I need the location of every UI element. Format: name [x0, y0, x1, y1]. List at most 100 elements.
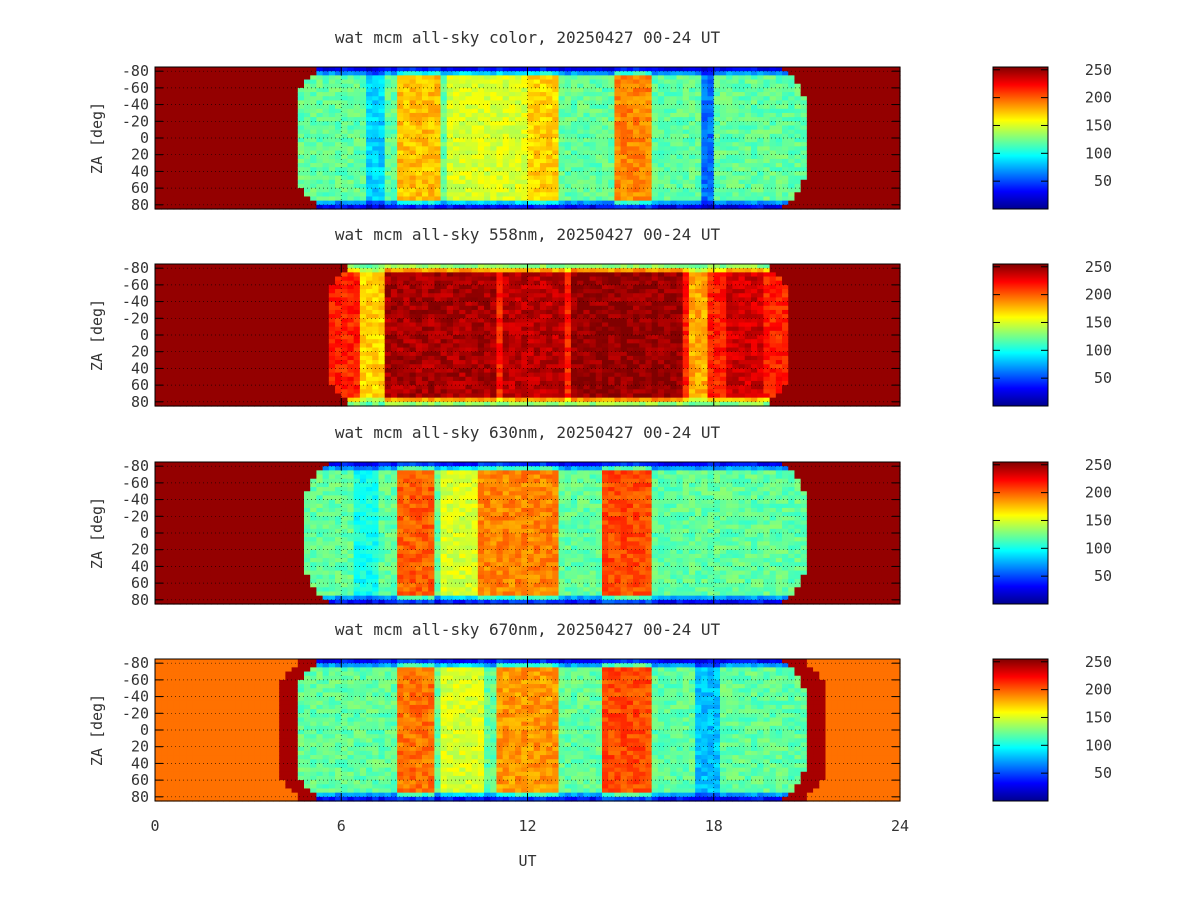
heatmap-cell [502, 204, 510, 210]
heatmap-cell [738, 163, 746, 168]
heatmap-cell [552, 104, 560, 110]
heatmap-cell [806, 104, 814, 110]
heatmap-cell [868, 146, 876, 152]
heatmap-cell [260, 163, 268, 168]
heatmap-cell [291, 264, 299, 269]
heatmap-cell [217, 87, 224, 93]
heatmap-cell [254, 355, 262, 361]
heatmap-cell [521, 142, 529, 147]
heatmap-cell [620, 87, 628, 93]
heatmap-cell [434, 104, 442, 110]
heatmap-cell [198, 264, 206, 269]
heatmap-cell [726, 204, 733, 210]
heatmap-cell [589, 154, 597, 160]
heatmap-cell [260, 83, 268, 89]
heatmap-cell [552, 146, 560, 152]
heatmap-cell [192, 138, 200, 143]
heatmap-cell [713, 96, 721, 102]
heatmap-cell [155, 125, 162, 131]
heatmap-cell [272, 83, 280, 89]
heatmap-cell [341, 179, 349, 185]
heatmap-cell [235, 79, 243, 85]
heatmap-cell [372, 104, 380, 110]
heatmap-cell [167, 121, 175, 127]
heatmap-cell [210, 385, 218, 390]
heatmap-cell [210, 280, 218, 286]
heatmap-cell [223, 264, 231, 269]
heatmap-cell [608, 138, 616, 143]
heatmap-cell [260, 183, 268, 189]
heatmap-cell [223, 314, 231, 319]
heatmap-cell [844, 192, 851, 198]
heatmap-cell [285, 96, 293, 102]
heatmap-cell [738, 79, 746, 85]
heatmap-cell [707, 196, 715, 202]
heatmap-cell [297, 71, 305, 76]
heatmap-cell [477, 150, 485, 156]
heatmap-cell [304, 276, 311, 282]
heatmap-cell [657, 121, 665, 127]
heatmap-cell [359, 75, 367, 81]
heatmap-cell [272, 183, 280, 189]
heatmap-cell [384, 204, 392, 210]
heatmap-cell [266, 75, 274, 81]
heatmap-cell [186, 389, 193, 395]
heatmap-cell [186, 401, 193, 407]
heatmap-cell [757, 75, 765, 81]
heatmap-cell [217, 196, 224, 202]
heatmap-cell [614, 196, 622, 202]
heatmap-cell [186, 79, 193, 85]
heatmap-cell [440, 163, 448, 168]
heatmap-cell [800, 146, 808, 152]
heatmap-cell [440, 100, 448, 106]
heatmap-cell [813, 96, 820, 102]
heatmap-cell [179, 347, 187, 353]
heatmap-cell [688, 112, 696, 118]
heatmap-cell [378, 87, 386, 93]
heatmap-cell [260, 360, 268, 365]
heatmap-cell [198, 393, 206, 399]
heatmap-cell [465, 104, 473, 110]
heatmap-cell [831, 112, 839, 118]
heatmap-cell [775, 96, 783, 102]
heatmap-cell [751, 204, 758, 210]
heatmap-cell [608, 196, 616, 202]
heatmap-cell [235, 67, 243, 72]
heatmap-cell [558, 183, 566, 189]
heatmap-cell [583, 200, 591, 206]
heatmap-cell [161, 108, 169, 114]
heatmap-cell [421, 142, 429, 147]
heatmap-cell [310, 146, 318, 152]
heatmap-cell [837, 75, 845, 81]
heatmap-cell [496, 87, 504, 93]
heatmap-cell [527, 196, 535, 202]
heatmap-cell [850, 117, 858, 122]
heatmap-cell [676, 108, 684, 114]
heatmap-cell [806, 117, 814, 122]
heatmap-cell [291, 335, 299, 340]
heatmap-cell [738, 154, 746, 160]
heatmap-cell [496, 67, 504, 72]
heatmap-cell [515, 150, 522, 156]
heatmap-cell [819, 142, 827, 147]
heatmap-cell [434, 179, 442, 185]
heatmap-cell [285, 264, 293, 269]
heatmap-cell [639, 67, 647, 72]
heatmap-cell [397, 192, 404, 198]
heatmap-cell [446, 175, 454, 181]
heatmap-cell [732, 129, 740, 135]
heatmap-cell [403, 87, 411, 93]
heatmap-cell [428, 87, 435, 93]
heatmap-cell [353, 167, 361, 173]
heatmap-cell [589, 171, 597, 177]
heatmap-cell [589, 104, 597, 110]
heatmap-cell [527, 117, 535, 122]
heatmap-cell [645, 188, 653, 193]
heatmap-cell [875, 71, 882, 76]
heatmap-cell [204, 188, 212, 193]
heatmap-cell [757, 204, 765, 210]
heatmap-cell [409, 167, 417, 173]
heatmap-cell [186, 326, 193, 332]
heatmap-cell [161, 142, 169, 147]
heatmap-cell [428, 158, 435, 164]
